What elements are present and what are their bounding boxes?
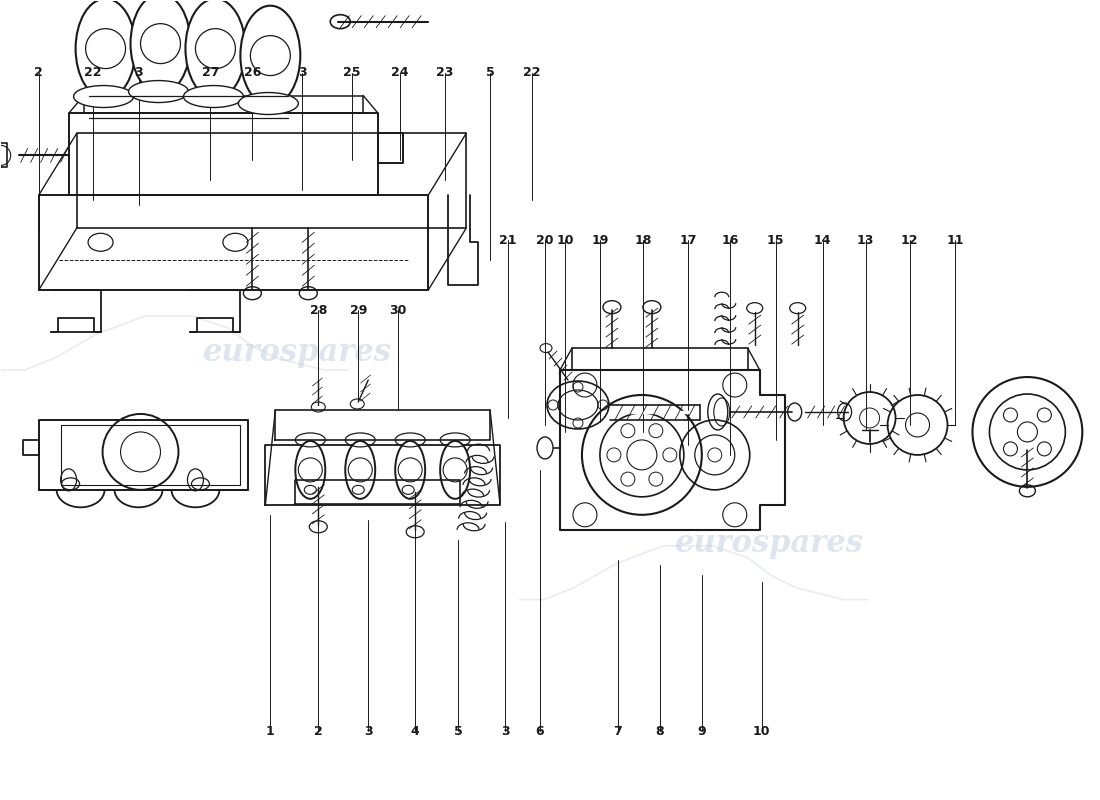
Text: eurospares: eurospares: [202, 337, 392, 367]
Text: 15: 15: [767, 234, 784, 246]
Ellipse shape: [239, 93, 298, 114]
Text: 4: 4: [410, 725, 419, 738]
Text: 17: 17: [679, 234, 696, 246]
Text: 10: 10: [557, 234, 574, 246]
Text: 7: 7: [614, 725, 623, 738]
Text: eurospares: eurospares: [675, 528, 865, 559]
Text: 1: 1: [266, 725, 275, 738]
Text: 27: 27: [201, 66, 219, 79]
Text: 25: 25: [343, 66, 361, 79]
Text: 8: 8: [656, 725, 664, 738]
Text: 3: 3: [500, 725, 509, 738]
Ellipse shape: [241, 6, 300, 106]
Text: 3: 3: [364, 725, 373, 738]
Text: 16: 16: [722, 234, 738, 246]
Ellipse shape: [345, 441, 375, 499]
Ellipse shape: [295, 441, 326, 499]
Text: 5: 5: [486, 66, 495, 79]
Text: 3: 3: [298, 66, 307, 79]
Text: 2: 2: [314, 725, 322, 738]
Text: 20: 20: [537, 234, 553, 246]
Text: 5: 5: [453, 725, 462, 738]
Text: 26: 26: [244, 66, 261, 79]
Text: 29: 29: [350, 304, 367, 317]
Text: 22: 22: [524, 66, 541, 79]
Text: 3: 3: [134, 66, 143, 79]
Text: 18: 18: [635, 234, 651, 246]
Text: 12: 12: [901, 234, 918, 246]
Text: 10: 10: [754, 725, 770, 738]
Text: 6: 6: [536, 725, 544, 738]
Ellipse shape: [129, 81, 188, 102]
Ellipse shape: [131, 0, 190, 94]
Text: 13: 13: [857, 234, 874, 246]
Text: 30: 30: [389, 304, 407, 317]
Text: 22: 22: [84, 66, 101, 79]
Text: 23: 23: [437, 66, 454, 79]
Text: 2: 2: [34, 66, 43, 79]
Text: 24: 24: [392, 66, 409, 79]
Ellipse shape: [440, 441, 470, 499]
Text: 28: 28: [309, 304, 327, 317]
Text: 9: 9: [697, 725, 706, 738]
Ellipse shape: [186, 0, 245, 98]
Text: 21: 21: [499, 234, 517, 246]
Ellipse shape: [76, 0, 135, 98]
Text: 11: 11: [947, 234, 965, 246]
Ellipse shape: [184, 86, 243, 107]
Ellipse shape: [74, 86, 133, 107]
Ellipse shape: [395, 441, 426, 499]
Text: 14: 14: [814, 234, 832, 246]
Text: 19: 19: [591, 234, 608, 246]
